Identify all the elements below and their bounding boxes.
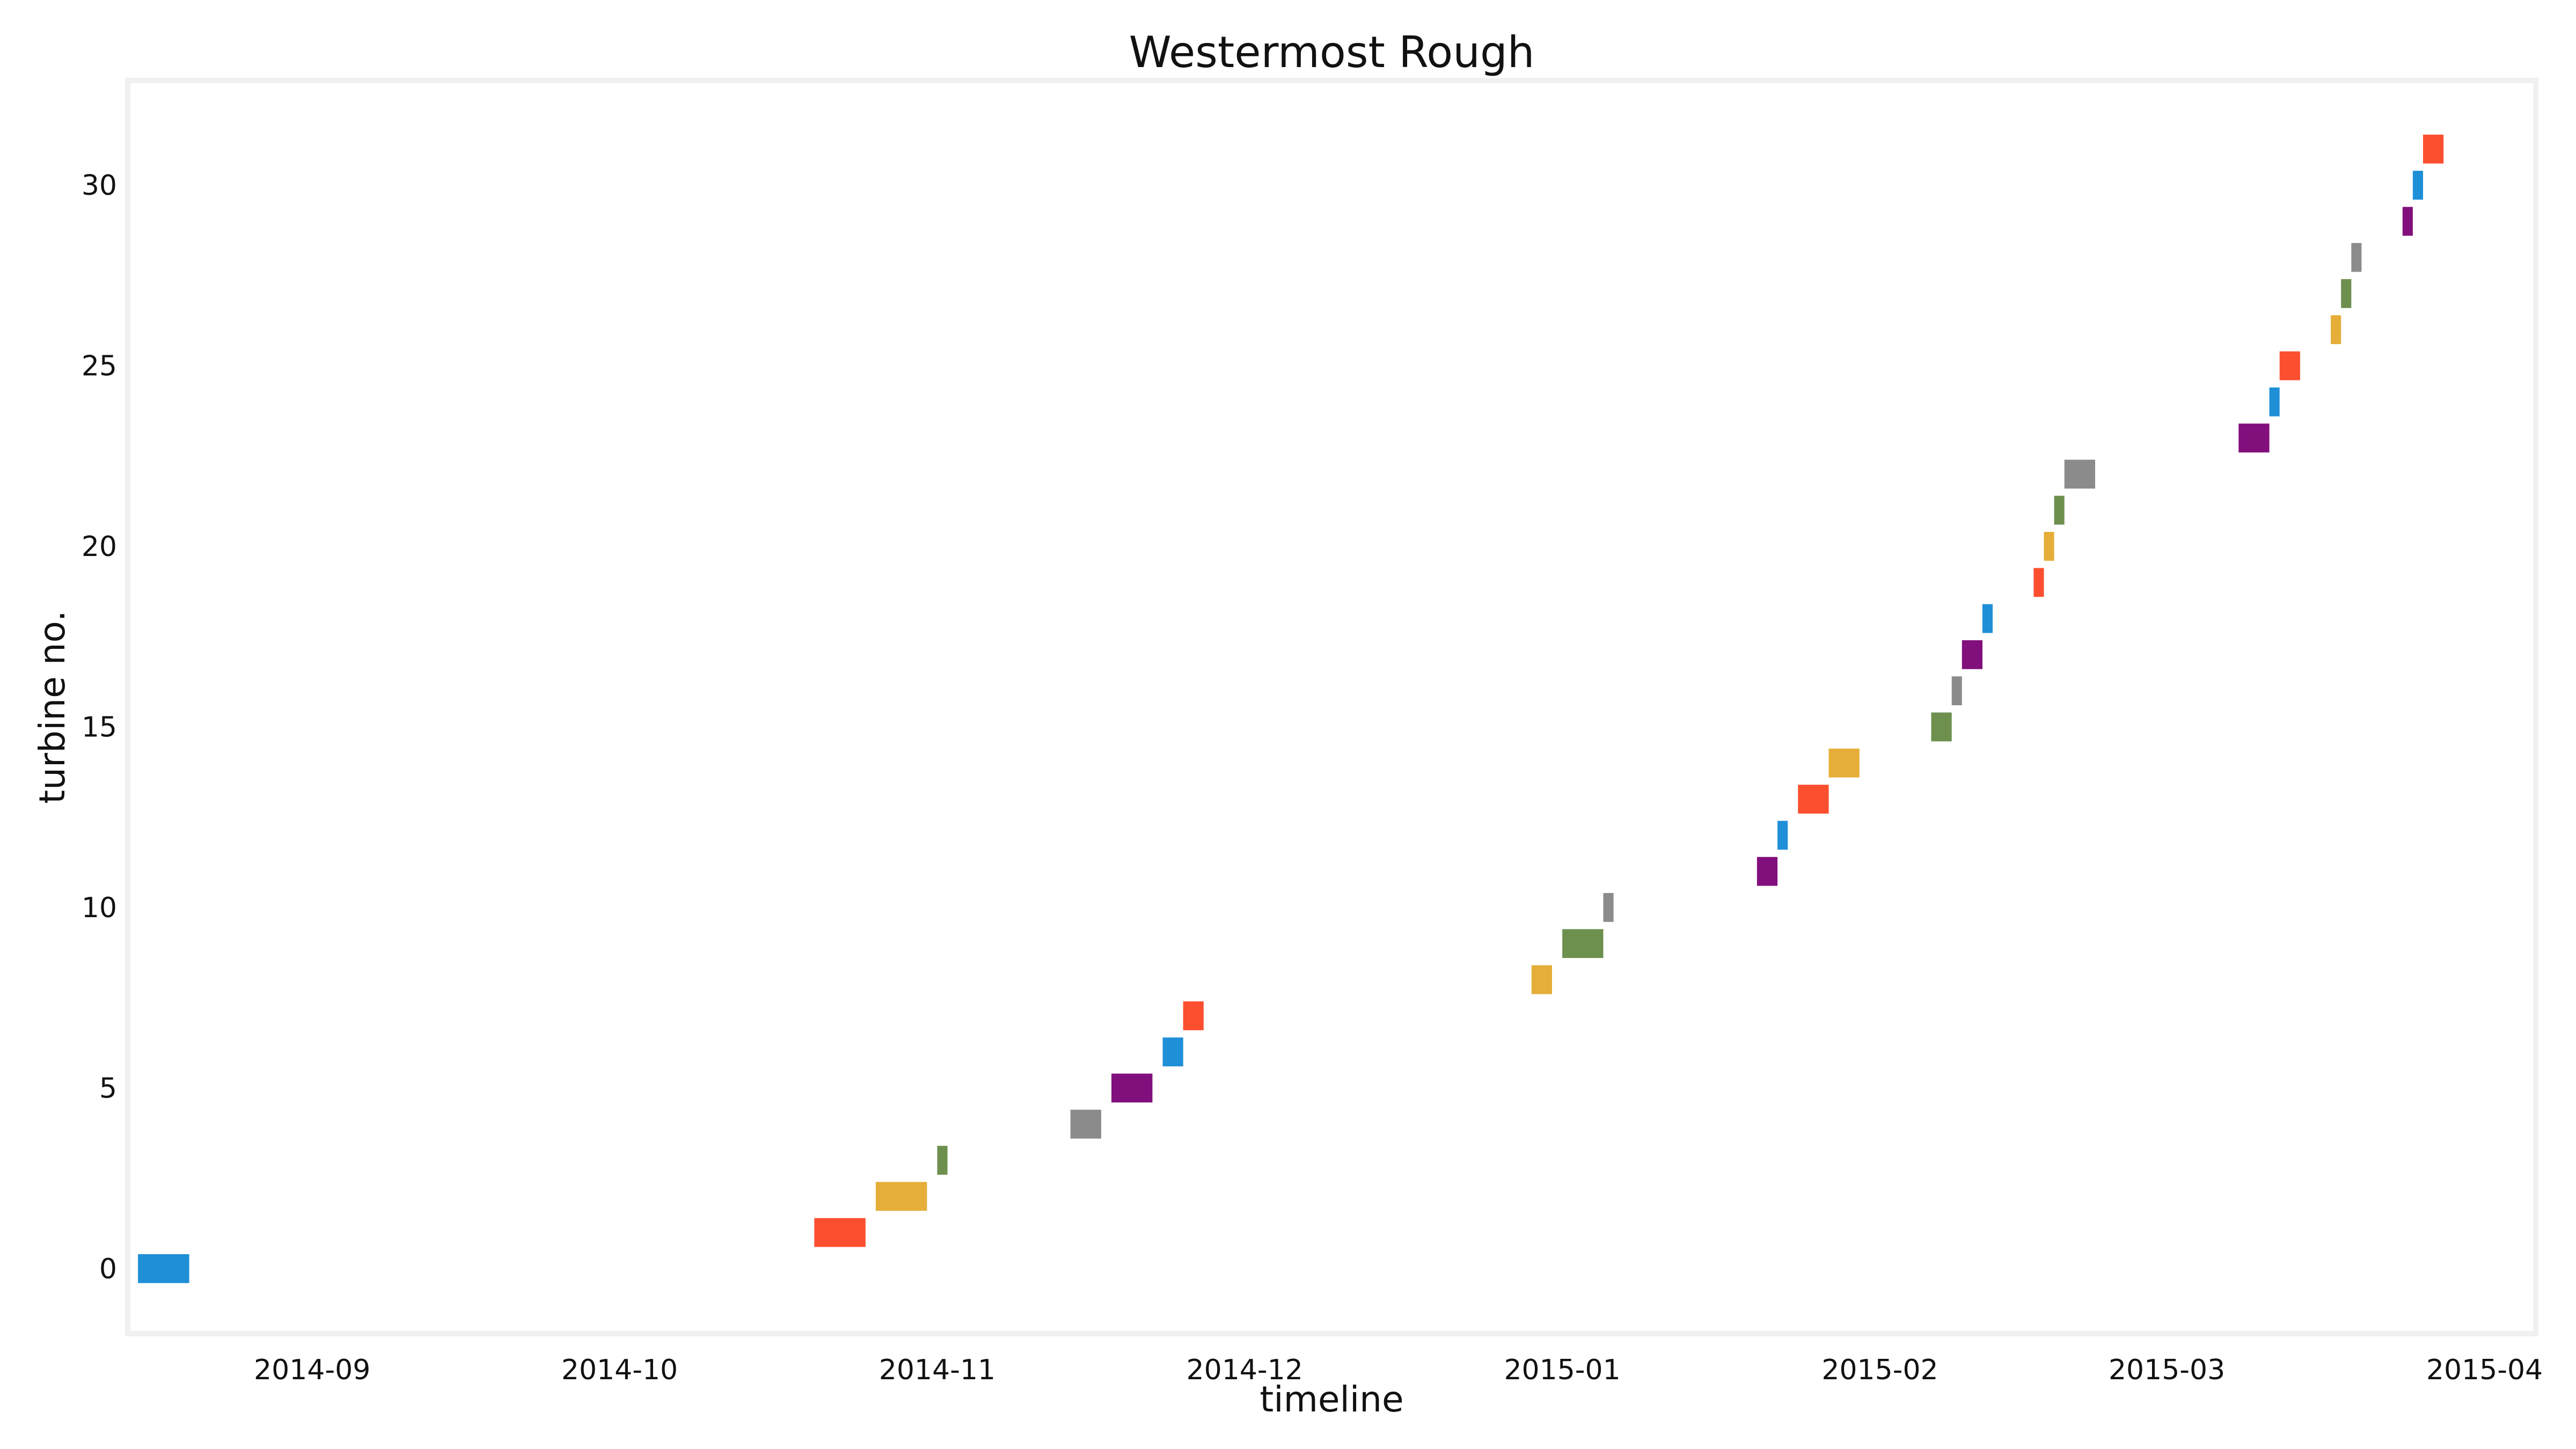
gantt-bar-turbine-14 bbox=[1828, 748, 1860, 778]
gantt-bar-turbine-31 bbox=[2423, 134, 2444, 164]
y-tick-labels: 0 5 10 15 20 25 30 bbox=[82, 170, 117, 1285]
x-tick-label: 2015-04 bbox=[2426, 1354, 2543, 1386]
gantt-bar-turbine-15 bbox=[1931, 712, 1952, 742]
y-tick-label: 20 bbox=[82, 531, 117, 563]
gantt-bar-turbine-18 bbox=[1982, 604, 1993, 633]
gantt-bar-turbine-16 bbox=[1951, 676, 1962, 706]
gantt-bar-turbine-28 bbox=[2351, 243, 2362, 272]
y-tick-label: 0 bbox=[99, 1253, 117, 1285]
gantt-bar-turbine-30 bbox=[2412, 171, 2423, 200]
gantt-bar-turbine-11 bbox=[1757, 857, 1778, 886]
x-tick-label: 2014-11 bbox=[879, 1354, 996, 1386]
gantt-bar-turbine-1 bbox=[814, 1218, 866, 1247]
gantt-bar-turbine-24 bbox=[2269, 387, 2280, 416]
x-tick-label: 2015-03 bbox=[2109, 1354, 2225, 1386]
gantt-bar-turbine-21 bbox=[2054, 495, 2065, 525]
y-tick-label: 15 bbox=[82, 712, 117, 744]
gantt-bar-turbine-9 bbox=[1562, 929, 1604, 958]
x-tick-label: 2014-10 bbox=[561, 1354, 678, 1386]
x-tick-label: 2014-09 bbox=[254, 1354, 370, 1386]
gantt-bar-turbine-23 bbox=[2238, 423, 2270, 453]
y-tick-label: 25 bbox=[82, 350, 117, 383]
gantt-bar-turbine-13 bbox=[1798, 785, 1829, 814]
x-tick-label: 2015-02 bbox=[1821, 1354, 1938, 1386]
x-tick-labels: 2014-09 2014-10 2014-11 2014-12 2015-01 2015-… bbox=[254, 1354, 2543, 1386]
gantt-bar-turbine-12 bbox=[1777, 821, 1788, 850]
gantt-bar-turbine-17 bbox=[1962, 640, 1982, 669]
gantt-bar-turbine-6 bbox=[1162, 1037, 1183, 1066]
gantt-bar-turbine-20 bbox=[2044, 532, 2054, 561]
y-axis-label: turbine no. bbox=[32, 610, 73, 804]
bars-layer bbox=[138, 134, 2444, 1283]
y-tick-label: 5 bbox=[99, 1072, 117, 1104]
x-tick-label: 2015-01 bbox=[1504, 1354, 1620, 1386]
y-tick-label: 30 bbox=[82, 170, 117, 202]
x-tick-label: 2014-12 bbox=[1187, 1354, 1303, 1386]
y-tick-label: 10 bbox=[82, 892, 117, 924]
gantt-bar-turbine-0 bbox=[138, 1254, 189, 1283]
gantt-bar-turbine-29 bbox=[2402, 207, 2413, 236]
gantt-bar-turbine-22 bbox=[2064, 459, 2095, 489]
gantt-bar-turbine-4 bbox=[1070, 1109, 1101, 1139]
gantt-bar-turbine-2 bbox=[875, 1182, 927, 1211]
plot-frame bbox=[125, 78, 2538, 1336]
gantt-bar-turbine-26 bbox=[2331, 315, 2341, 345]
x-axis-label: timeline bbox=[1260, 1379, 1403, 1420]
chart-title: Westermost Rough bbox=[1129, 27, 1535, 77]
gantt-bar-turbine-10 bbox=[1603, 893, 1614, 922]
gantt-bar-turbine-7 bbox=[1183, 1001, 1204, 1030]
gantt-bar-turbine-27 bbox=[2341, 279, 2352, 308]
gantt-bar-turbine-8 bbox=[1531, 965, 1552, 994]
gantt-bar-turbine-25 bbox=[2279, 351, 2300, 380]
gantt-bar-turbine-3 bbox=[937, 1146, 948, 1175]
gantt-bar-turbine-19 bbox=[2033, 568, 2044, 597]
gantt-bar-turbine-5 bbox=[1111, 1073, 1153, 1103]
